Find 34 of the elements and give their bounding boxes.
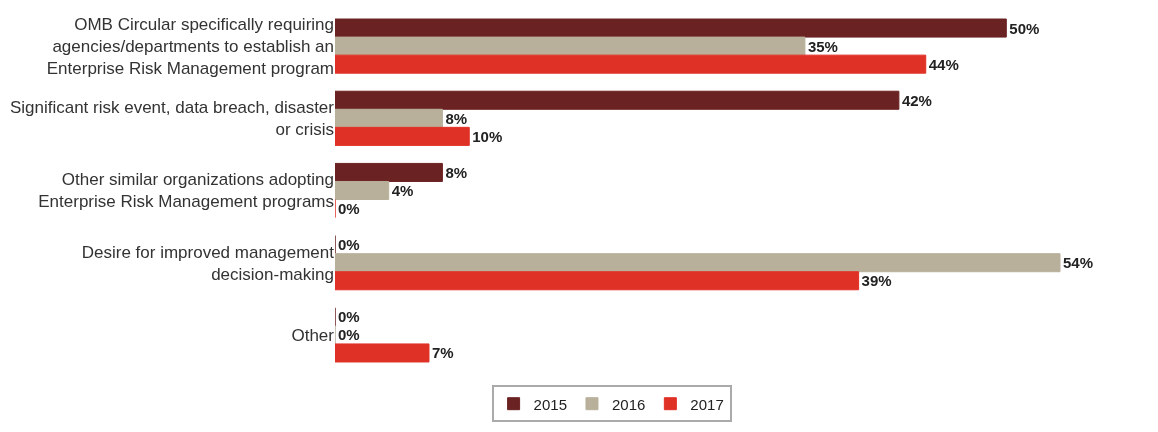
bar [335,90,900,110]
data-label: 44% [928,55,959,73]
legend-label: 2016 [611,395,646,413]
data-label: 35% [807,37,838,55]
data-label: 4% [391,182,414,200]
data-label: 8% [445,163,468,181]
data-label: 8% [445,109,468,127]
bar [335,36,806,56]
data-label: 0% [338,200,360,218]
legend-label: 2015 [533,395,567,413]
data-label: 0% [338,308,360,326]
data-label: 0% [338,236,360,254]
y-tick-label: Significant risk event, data breach, disaster or crisis [9,98,335,140]
bar [335,126,470,146]
data-label: 0% [338,326,360,344]
y-tick-label: Other similar organizations adopting Enterprise Risk Management programs [38,170,334,212]
bar [335,180,390,201]
bar [335,162,443,182]
data-label: 42% [901,91,932,109]
y-tick-label: OMB Circular specifically requiring agencies/departments to establish an Enterprise Risk Management program [46,14,334,79]
bar [335,18,1007,38]
y-tick-label: Desire for improved management decision-making [81,242,335,284]
data-label: 54% [1063,254,1094,272]
bar [335,271,860,291]
data-label: 39% [861,272,892,290]
bar [335,54,927,74]
data-label: 7% [431,344,454,362]
legend-label: 2017 [690,395,724,413]
bar [335,108,443,128]
bar [335,253,1061,273]
data-label: 10% [472,127,503,145]
y-tick-label: Other [291,325,335,345]
bar [335,343,430,363]
data-label: 50% [1009,19,1040,37]
